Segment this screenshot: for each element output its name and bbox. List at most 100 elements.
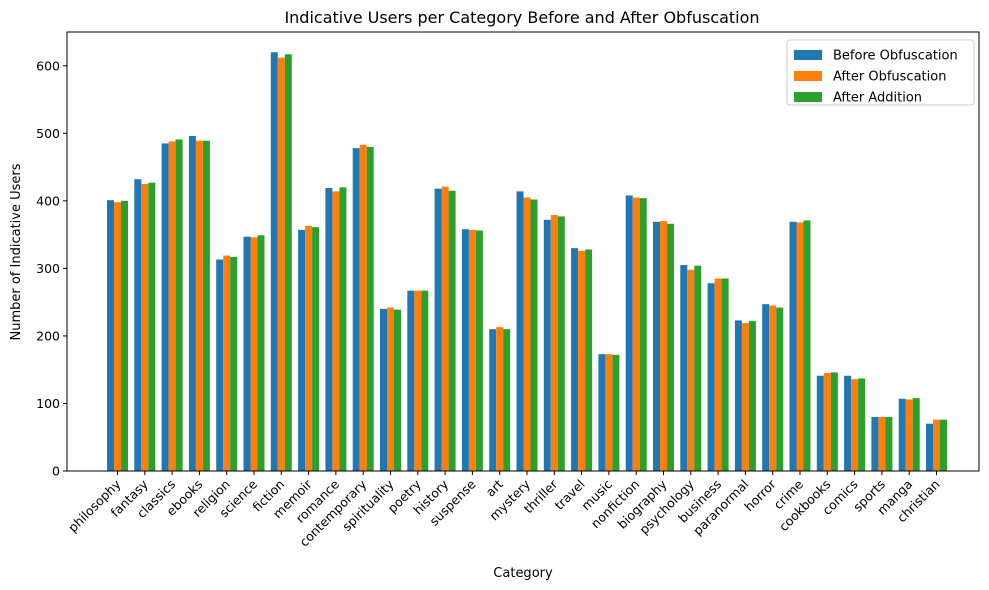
bar-cookbooks-after-obfuscation bbox=[823, 373, 831, 471]
y-tick-label: 400 bbox=[36, 193, 60, 208]
legend-swatch bbox=[794, 92, 822, 102]
bar-fiction-before-obfuscation bbox=[270, 52, 278, 471]
bar-spirituality-after-addition bbox=[394, 309, 401, 471]
bar-mystery-after-addition bbox=[530, 199, 538, 471]
bar-manga-after-obfuscation bbox=[905, 399, 913, 471]
bar-christian-after-addition bbox=[940, 419, 947, 471]
bar-manga-before-obfuscation bbox=[898, 398, 906, 471]
bar-suspense-before-obfuscation bbox=[461, 229, 469, 471]
bar-poetry-after-obfuscation bbox=[414, 290, 422, 471]
legend: Before Obfuscation After Obfuscation After… bbox=[786, 39, 975, 106]
bar-fantasy-after-addition bbox=[148, 182, 156, 472]
bar-classics-after-addition bbox=[175, 139, 183, 471]
bar-manga-after-addition bbox=[912, 398, 920, 471]
bar-business-after-obfuscation bbox=[714, 278, 722, 471]
plot-area: 0100200300400500600philosophyfantasyclas… bbox=[36, 31, 980, 549]
bar-christian-before-obfuscation bbox=[926, 423, 933, 471]
bar-travel-after-addition bbox=[585, 249, 593, 471]
bar-sports-after-obfuscation bbox=[878, 416, 886, 471]
bar-spirituality-after-obfuscation bbox=[387, 307, 394, 471]
bar-religion-before-obfuscation bbox=[216, 259, 224, 471]
bar-fiction-after-obfuscation bbox=[277, 57, 285, 471]
bar-ebooks-before-obfuscation bbox=[188, 136, 196, 471]
bar-suspense-after-addition bbox=[475, 230, 483, 471]
bar-music-after-obfuscation bbox=[605, 354, 613, 471]
x-axis-label: Category bbox=[493, 566, 553, 581]
bar-psychology-before-obfuscation bbox=[680, 265, 688, 471]
bar-contemporary-before-obfuscation bbox=[352, 148, 360, 472]
chart-title: Indicative Users per Category Before and… bbox=[284, 8, 759, 27]
bar-nonfiction-before-obfuscation bbox=[625, 195, 633, 471]
bar-business-after-addition bbox=[721, 278, 729, 471]
bar-romance-before-obfuscation bbox=[325, 188, 333, 471]
bar-philosophy-before-obfuscation bbox=[107, 200, 114, 472]
bar-ebooks-after-addition bbox=[202, 140, 210, 472]
legend-entry: After Obfuscation bbox=[833, 70, 946, 85]
bar-comics-after-obfuscation bbox=[851, 379, 859, 471]
y-tick-label: 600 bbox=[36, 58, 60, 73]
bar-memoir-after-obfuscation bbox=[305, 225, 313, 471]
legend-box bbox=[786, 39, 975, 106]
bar-art-before-obfuscation bbox=[489, 329, 497, 471]
bar-history-before-obfuscation bbox=[434, 188, 442, 471]
legend-entry: Before Obfuscation bbox=[833, 49, 958, 64]
bar-fiction-after-addition bbox=[284, 54, 292, 471]
y-tick-label: 500 bbox=[36, 126, 60, 141]
bar-crime-after-addition bbox=[803, 220, 811, 471]
bar-classics-after-obfuscation bbox=[168, 141, 176, 471]
bar-crime-after-obfuscation bbox=[796, 222, 804, 471]
bar-biography-after-obfuscation bbox=[660, 221, 667, 471]
bar-fantasy-after-obfuscation bbox=[141, 183, 149, 471]
bar-poetry-after-addition bbox=[421, 290, 429, 471]
bar-philosophy-after-addition bbox=[121, 200, 128, 471]
bar-contemporary-after-addition bbox=[366, 146, 374, 471]
bar-science-before-obfuscation bbox=[243, 236, 251, 471]
bar-religion-after-addition bbox=[230, 256, 238, 471]
bar-horror-before-obfuscation bbox=[762, 304, 770, 471]
bar-history-after-obfuscation bbox=[441, 186, 449, 471]
bar-romance-after-addition bbox=[339, 187, 347, 471]
legend-swatch bbox=[794, 50, 822, 60]
bar-comics-after-addition bbox=[858, 378, 866, 471]
bar-business-before-obfuscation bbox=[707, 283, 715, 471]
bar-cookbooks-before-obfuscation bbox=[816, 375, 824, 471]
bar-psychology-after-obfuscation bbox=[687, 269, 695, 471]
bar-thriller-after-obfuscation bbox=[550, 215, 558, 471]
bar-thriller-before-obfuscation bbox=[543, 219, 551, 471]
y-tick-label: 0 bbox=[52, 464, 60, 479]
bar-poetry-before-obfuscation bbox=[407, 290, 415, 471]
bar-biography-after-addition bbox=[667, 223, 674, 471]
y-axis-label: Number of Indicative Users bbox=[9, 163, 24, 340]
bar-christian-after-obfuscation bbox=[933, 419, 940, 471]
bar-paranormal-after-addition bbox=[748, 321, 756, 471]
legend-entry: After Addition bbox=[833, 91, 922, 106]
bar-sports-before-obfuscation bbox=[871, 416, 879, 471]
bar-nonfiction-after-addition bbox=[639, 198, 647, 471]
bar-thriller-after-addition bbox=[557, 216, 565, 471]
bar-fantasy-before-obfuscation bbox=[134, 179, 142, 472]
bar-religion-after-obfuscation bbox=[223, 255, 231, 471]
bar-paranormal-after-obfuscation bbox=[741, 323, 749, 471]
bar-mystery-before-obfuscation bbox=[516, 191, 524, 471]
bar-psychology-after-addition bbox=[694, 265, 702, 471]
bar-memoir-before-obfuscation bbox=[298, 229, 306, 471]
bar-science-after-addition bbox=[257, 235, 265, 471]
bar-philosophy-after-obfuscation bbox=[114, 202, 121, 471]
y-tick-label: 300 bbox=[36, 261, 60, 276]
x-tick-label: horror bbox=[741, 476, 779, 514]
bar-science-after-obfuscation bbox=[250, 237, 258, 471]
bar-classics-before-obfuscation bbox=[161, 143, 169, 471]
bar-suspense-after-obfuscation bbox=[468, 229, 476, 471]
bar-spirituality-before-obfuscation bbox=[380, 308, 387, 471]
bar-romance-after-obfuscation bbox=[332, 191, 340, 471]
bar-ebooks-after-obfuscation bbox=[195, 140, 203, 472]
bar-art-after-addition bbox=[503, 329, 511, 471]
bar-mystery-after-obfuscation bbox=[523, 197, 531, 471]
y-tick-label: 100 bbox=[36, 396, 60, 411]
bar-music-after-addition bbox=[612, 354, 620, 471]
bar-horror-after-addition bbox=[776, 307, 784, 471]
bar-memoir-after-addition bbox=[312, 227, 320, 471]
legend-swatch bbox=[794, 71, 822, 81]
bar-paranormal-before-obfuscation bbox=[734, 320, 742, 471]
